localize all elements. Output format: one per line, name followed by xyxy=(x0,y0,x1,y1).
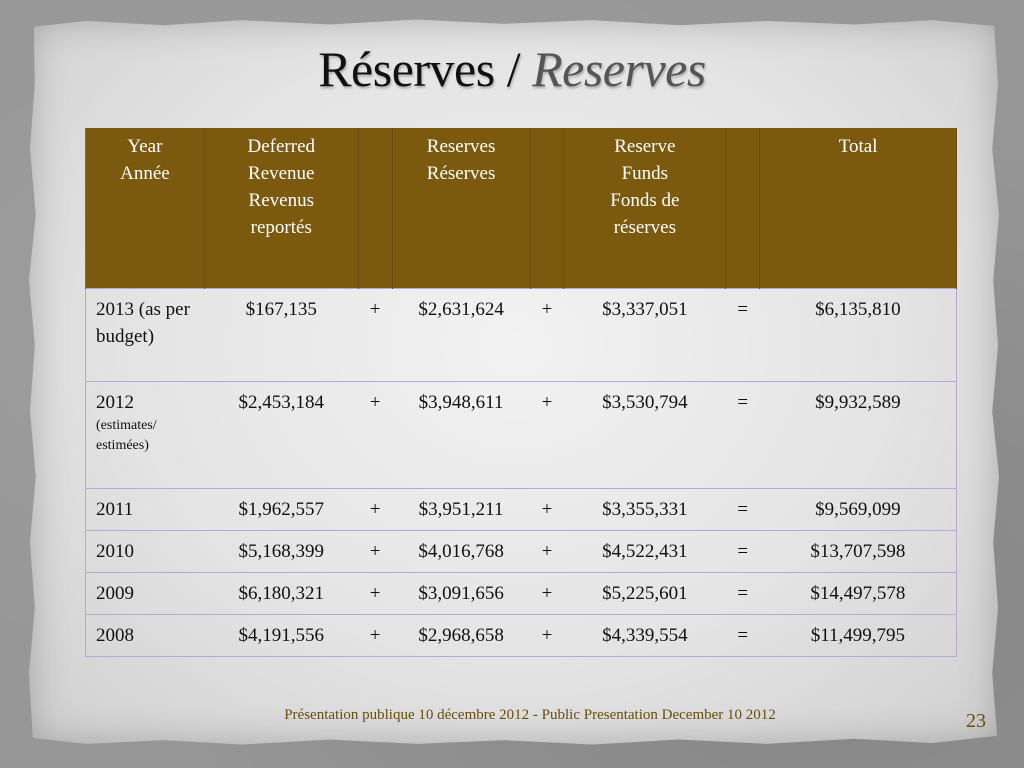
cell-total: $9,569,099 xyxy=(759,488,957,531)
cell-operator: = xyxy=(725,614,760,657)
cell-deferred-revenue: $6,180,321 xyxy=(204,572,359,615)
cell-reserves: $3,091,656 xyxy=(392,572,530,615)
header-operator-1 xyxy=(357,128,393,289)
cell-operator: + xyxy=(358,614,393,657)
cell-year: 2011 xyxy=(85,488,205,531)
header-total: Total xyxy=(759,128,957,289)
table-row: 2012 (estimates/ estimées) $2,453,184 + … xyxy=(85,381,957,489)
cell-reserves: $2,968,658 xyxy=(392,614,530,657)
cell-operator: + xyxy=(358,572,393,615)
cell-reserves: $2,631,624 xyxy=(392,288,530,382)
cell-operator: + xyxy=(530,381,564,489)
cell-reserve-funds: $4,522,431 xyxy=(563,530,726,573)
cell-operator: + xyxy=(530,614,564,657)
cell-year: 2008 xyxy=(85,614,205,657)
cell-operator: + xyxy=(530,572,564,615)
cell-operator: + xyxy=(530,488,564,531)
table-row: 2011 $1,962,557 + $3,951,211 + $3,355,33… xyxy=(85,488,957,531)
slide-title: Réserves / Reserves xyxy=(0,40,1024,98)
cell-reserve-funds: $3,355,331 xyxy=(563,488,726,531)
cell-operator: + xyxy=(358,381,393,489)
cell-deferred-revenue: $2,453,184 xyxy=(204,381,359,489)
cell-year-note: (estimates/ estimées) xyxy=(96,418,157,453)
cell-reserves: $3,948,611 xyxy=(392,381,530,489)
cell-deferred-revenue: $4,191,556 xyxy=(204,614,359,657)
cell-operator: + xyxy=(358,288,393,382)
page-number: 23 xyxy=(966,710,986,732)
cell-total: $11,499,795 xyxy=(759,614,957,657)
cell-year: 2012 (estimates/ estimées) xyxy=(85,381,205,489)
cell-deferred-revenue: $167,135 xyxy=(204,288,359,382)
cell-reserves: $4,016,768 xyxy=(392,530,530,573)
title-separator: / xyxy=(494,41,533,97)
cell-reserve-funds: $3,337,051 xyxy=(563,288,726,382)
cell-operator: = xyxy=(725,572,760,615)
cell-year: 2009 xyxy=(85,572,205,615)
cell-operator: = xyxy=(725,288,760,382)
cell-operator: = xyxy=(725,530,760,573)
reserves-table: Year Année Deferred Revenue Revenus repo… xyxy=(85,128,957,657)
cell-total: $13,707,598 xyxy=(759,530,957,573)
cell-year: 2010 xyxy=(85,530,205,573)
cell-total: $9,932,589 xyxy=(759,381,957,489)
cell-reserve-funds: $5,225,601 xyxy=(563,572,726,615)
table-row: 2013 (as per budget) $167,135 + $2,631,6… xyxy=(85,288,957,382)
cell-total: $6,135,810 xyxy=(759,288,957,382)
cell-operator: + xyxy=(358,530,393,573)
cell-reserve-funds: $4,339,554 xyxy=(563,614,726,657)
cell-operator: + xyxy=(358,488,393,531)
table-row: 2010 $5,168,399 + $4,016,768 + $4,522,43… xyxy=(85,530,957,573)
title-english: Reserves xyxy=(532,41,706,97)
header-year: Year Année xyxy=(85,128,205,289)
table-row: 2009 $6,180,321 + $3,091,656 + $5,225,60… xyxy=(85,572,957,615)
cell-operator: = xyxy=(725,381,760,489)
header-reserves: Reserves Réserves xyxy=(391,128,531,289)
header-reserve-funds: Reserve Funds Fonds de réserves xyxy=(563,128,727,289)
cell-operator: + xyxy=(530,530,564,573)
cell-total: $14,497,578 xyxy=(759,572,957,615)
cell-reserves: $3,951,211 xyxy=(392,488,530,531)
cell-operator: + xyxy=(530,288,564,382)
table-row: 2008 $4,191,556 + $2,968,658 + $4,339,55… xyxy=(85,614,957,657)
header-operator-2 xyxy=(529,128,565,289)
cell-reserve-funds: $3,530,794 xyxy=(563,381,726,489)
cell-deferred-revenue: $1,962,557 xyxy=(204,488,359,531)
cell-deferred-revenue: $5,168,399 xyxy=(204,530,359,573)
cell-operator: = xyxy=(725,488,760,531)
slide-footer: Présentation publique 10 décembre 2012 -… xyxy=(284,707,776,723)
header-operator-3 xyxy=(725,128,761,289)
header-deferred-revenue: Deferred Revenue Revenus reportés xyxy=(203,128,359,289)
title-french: Réserves xyxy=(318,41,495,97)
cell-year: 2013 (as per budget) xyxy=(85,288,205,382)
table-header-row: Year Année Deferred Revenue Revenus repo… xyxy=(85,128,957,289)
